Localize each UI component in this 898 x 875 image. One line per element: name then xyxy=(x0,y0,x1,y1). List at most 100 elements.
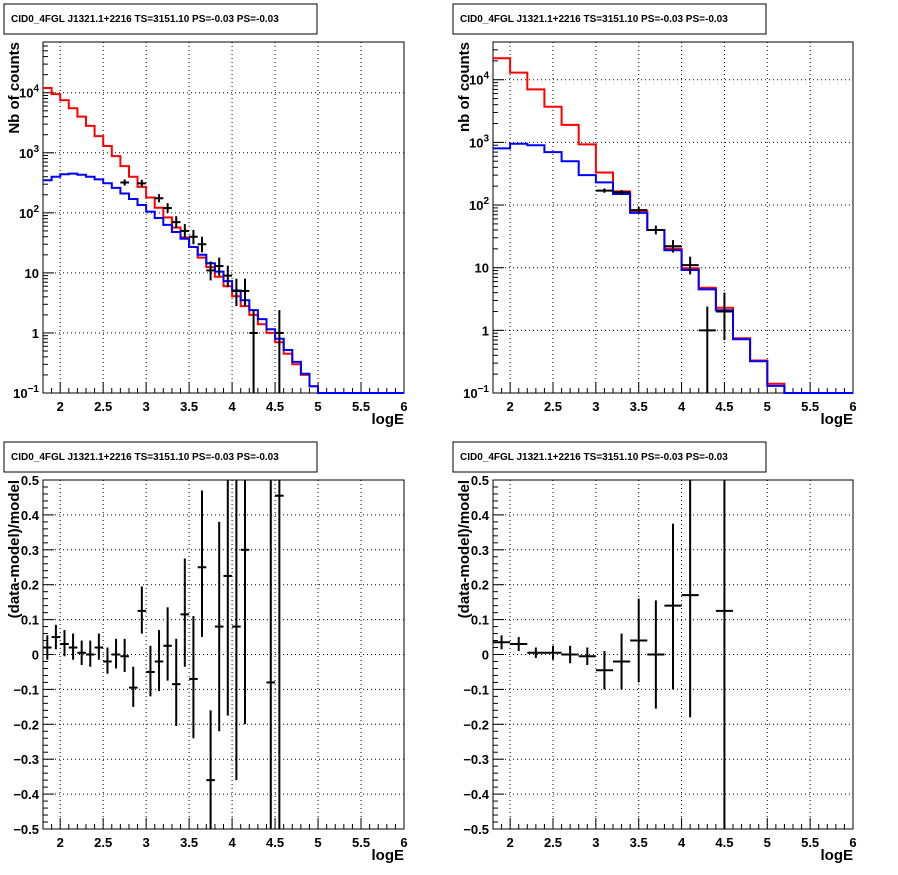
x-tick-label: 6 xyxy=(400,399,407,414)
y-axis-label: Nb of counts xyxy=(6,42,23,134)
y-tick-label: 0.4 xyxy=(471,508,490,523)
chart-title: CID0_4FGL J1321.1+2216 TS=3151.10 PS=-0.… xyxy=(11,14,279,25)
data-point xyxy=(60,630,69,657)
spectrum-left-panel: 2 2.5 3 3.5 4 4.5 5 5.5 6 10−1 1 10 102 103 104 logE Nb … xyxy=(3,3,408,428)
y-tick-label: −0.5 xyxy=(13,822,39,837)
x-axis-label: logE xyxy=(372,411,405,428)
y-tick-label: 0.2 xyxy=(21,578,39,593)
data-point xyxy=(197,490,207,638)
chart-title: CID0_4FGL J1321.1+2216 TS=3151.10 PS=-0.… xyxy=(460,452,728,463)
y-tick-label: 10 xyxy=(475,261,489,276)
x-tick-label: 5 xyxy=(764,399,771,414)
data-point xyxy=(240,480,250,725)
data-point xyxy=(206,261,215,281)
y-tick-label: 103 xyxy=(469,133,489,150)
y-tick-label: 104 xyxy=(469,71,489,88)
y-tick-label: −0.4 xyxy=(463,787,489,802)
y-tick-label: −0.5 xyxy=(463,822,489,837)
data-point xyxy=(94,633,104,660)
y-tick-label: 0.5 xyxy=(471,473,489,488)
y-tick-label: 0.4 xyxy=(21,508,40,523)
x-tick-label: 3 xyxy=(143,835,150,850)
data-point xyxy=(68,633,78,660)
x-tick-label: 4 xyxy=(228,399,236,414)
data-point xyxy=(103,647,112,674)
model-total-histogram xyxy=(493,57,853,394)
data-point xyxy=(527,647,545,658)
data-point xyxy=(232,480,241,781)
data-point xyxy=(681,256,699,275)
x-tick-label: 2.5 xyxy=(544,399,562,414)
data-point xyxy=(214,521,224,732)
x-tick-label: 4.5 xyxy=(266,399,284,414)
x-tick-label: 2 xyxy=(57,835,64,850)
y-tick-label: 1 xyxy=(32,326,39,341)
data-point xyxy=(681,480,699,718)
y-axis-label: (data-model)/model xyxy=(456,480,473,618)
y-tick-label: 10−1 xyxy=(463,384,489,401)
x-tick-label: 5 xyxy=(314,835,321,850)
x-tick-label: 4.5 xyxy=(715,835,733,850)
y-tick-label: 0.5 xyxy=(21,473,39,488)
data-point xyxy=(43,635,52,660)
axis-ticks xyxy=(42,479,405,830)
data-point xyxy=(664,523,682,690)
x-tick-label: 4 xyxy=(228,835,236,850)
data-point xyxy=(137,179,147,187)
y-tick-label: 10−1 xyxy=(13,384,39,401)
data-point xyxy=(613,633,631,690)
x-tick-label: 4 xyxy=(678,399,686,414)
residuals-left-panel: 2 2.5 3 3.5 4 4.5 5 5.5 6 −0.5 −0.4 −0.3 −0.2 −0.1 0 0.… xyxy=(3,441,408,864)
y-tick-label: 1 xyxy=(482,323,489,338)
data-point xyxy=(214,257,224,276)
plot-frame xyxy=(492,41,854,394)
y-tick-label: 0.2 xyxy=(471,578,489,593)
data-point xyxy=(154,194,164,203)
y-axis-label: nb of counts xyxy=(456,42,473,132)
data-point xyxy=(698,306,716,393)
title-box xyxy=(3,3,318,35)
x-tick-label: 2 xyxy=(507,835,514,850)
data-point xyxy=(171,638,181,727)
x-tick-label: 6 xyxy=(849,835,856,850)
y-tick-label: −0.2 xyxy=(13,717,39,732)
data-point xyxy=(715,480,733,829)
x-tick-label: 2.5 xyxy=(94,835,112,850)
x-axis-label: logE xyxy=(821,847,854,864)
x-tick-label: 2 xyxy=(57,399,64,414)
data-point xyxy=(240,278,250,307)
data-point xyxy=(223,265,233,288)
x-tick-label: 5 xyxy=(764,835,771,850)
data-point xyxy=(578,647,596,665)
data-point xyxy=(163,203,172,213)
x-tick-label: 2 xyxy=(507,399,514,414)
data-point xyxy=(180,558,190,667)
x-tick-label: 3 xyxy=(592,399,599,414)
data-point xyxy=(249,310,258,393)
axis-ticks xyxy=(492,41,854,394)
y-tick-label: −0.3 xyxy=(13,752,39,767)
data-point xyxy=(171,216,181,229)
data-point xyxy=(630,598,648,683)
x-tick-label: 5.5 xyxy=(352,399,370,414)
x-tick-label: 3.5 xyxy=(630,835,648,850)
x-tick-label: 4 xyxy=(678,835,686,850)
data-point xyxy=(613,189,631,195)
data-point xyxy=(715,292,733,341)
model-total-histogram xyxy=(43,87,404,394)
data-point xyxy=(595,651,613,690)
residuals-right-panel: 2 2.5 3 3.5 4 4.5 5 5.5 6 −0.5 −0.4 −0.3 −0.2 −0.1 0 0.… xyxy=(452,441,857,864)
plot-frame xyxy=(42,41,405,394)
model-component-histogram xyxy=(493,142,853,394)
data-point xyxy=(189,616,198,739)
data-point xyxy=(266,480,276,829)
title-box xyxy=(452,3,767,35)
y-tick-label: 0.3 xyxy=(21,543,39,558)
x-tick-label: 6 xyxy=(400,835,407,850)
title-box xyxy=(452,441,767,473)
x-tick-label: 6 xyxy=(849,399,856,414)
y-tick-label: −0.3 xyxy=(463,752,489,767)
y-tick-label: 103 xyxy=(19,144,39,161)
data-point xyxy=(275,310,284,393)
